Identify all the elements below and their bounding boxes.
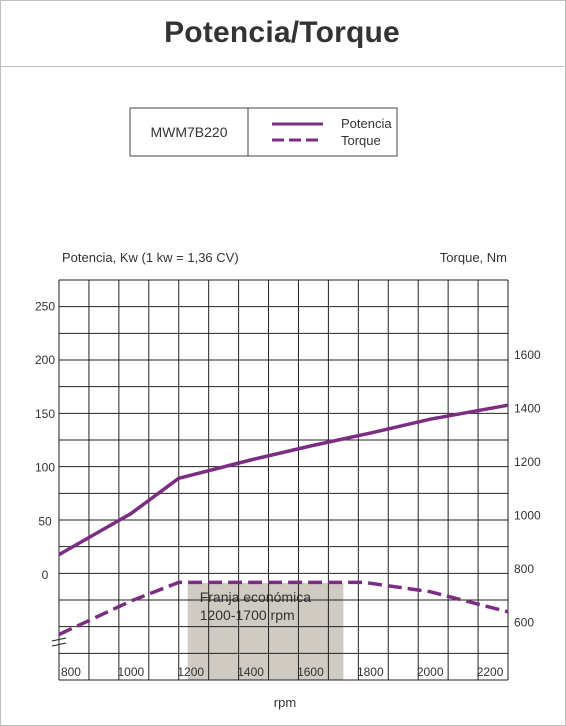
band-label-line1: Franja económica [200,589,311,605]
x-tick-label: 1000 [117,665,144,679]
legend: MWM7B220 Potencia Torque [129,107,398,157]
axis-break-mark [51,642,67,647]
economy-band-layer: Franja económica 1200-1700 rpm [187,583,344,680]
y-left-tick-label: 50 [38,514,52,528]
y-left-tick-label: 200 [35,353,55,367]
y-left-tick-label: 100 [35,461,55,475]
y-left-axis-title: Potencia, Kw (1 kw = 1,36 CV) [62,250,239,265]
chart-title: Potencia/Torque [164,16,400,49]
legend-label-potencia: Potencia [341,116,392,131]
y-left-tick-label: 150 [35,407,55,421]
y-left-tick-label: 250 [35,299,55,313]
y-right-tick-label: 800 [514,562,534,576]
y-right-tick-label: 1200 [514,455,541,469]
tick-label-layer: 800 1000 1200 1400 1600 1800 2000 2200 0 50 100 150… [35,299,541,679]
axis-break-mark [51,637,67,642]
x-tick-label: 2000 [417,665,444,679]
y-left-tick-label: 0 [42,568,49,582]
x-tick-label: 1600 [297,665,324,679]
y-right-tick-label: 1400 [514,402,541,416]
band-label-line2: 1200-1700 rpm [200,607,295,623]
x-tick-label: 2200 [477,665,504,679]
title-bar: Potencia/Torque [0,0,564,67]
x-tick-label: 1200 [177,665,204,679]
x-tick-label: 1800 [357,665,384,679]
x-axis-title: rpm [274,695,296,710]
legend-label-torque: Torque [341,133,381,148]
y-right-tick-label: 600 [514,616,534,630]
y-right-axis-title: Torque, Nm [440,250,507,265]
x-tick-label: 1400 [237,665,264,679]
y-right-tick-label: 1600 [514,348,541,362]
legend-box [129,107,398,157]
legend-model: MWM7B220 [150,124,227,140]
economy-band [187,583,344,680]
x-tick-label: 800 [61,665,81,679]
series-layer [58,403,509,637]
series-line-potencia [58,403,509,557]
y-right-tick-label: 1000 [514,509,541,523]
series-line-torque [58,580,509,637]
